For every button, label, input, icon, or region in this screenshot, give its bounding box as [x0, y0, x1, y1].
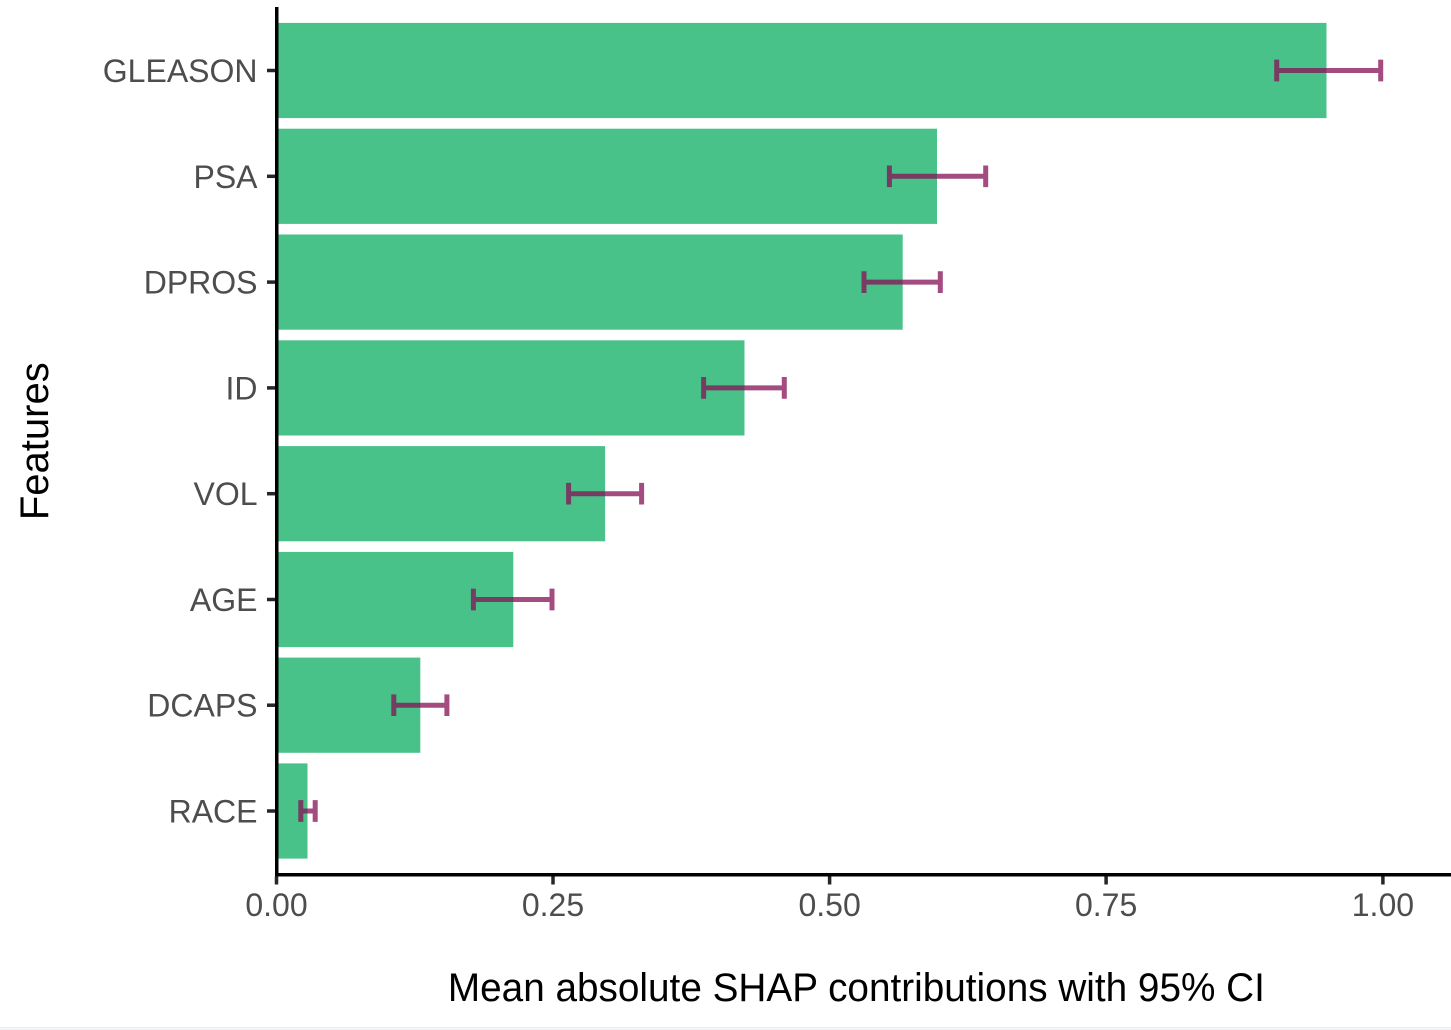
svg-text:0.75: 0.75: [1075, 887, 1137, 923]
svg-text:1.00: 1.00: [1352, 887, 1414, 923]
svg-text:Features: Features: [13, 362, 57, 520]
svg-text:0.25: 0.25: [522, 887, 584, 923]
svg-text:RACE: RACE: [169, 794, 258, 830]
svg-text:Mean absolute SHAP contributio: Mean absolute SHAP contributions with 95…: [448, 966, 1265, 1010]
svg-text:VOL: VOL: [193, 476, 257, 512]
svg-text:0.50: 0.50: [798, 887, 860, 923]
svg-text:DPROS: DPROS: [144, 265, 258, 301]
svg-text:GLEASON: GLEASON: [103, 53, 258, 89]
svg-text:DCAPS: DCAPS: [147, 688, 257, 724]
svg-text:0.00: 0.00: [245, 887, 307, 923]
svg-text:AGE: AGE: [190, 582, 258, 618]
svg-text:ID: ID: [226, 370, 258, 406]
svg-text:PSA: PSA: [193, 159, 258, 195]
